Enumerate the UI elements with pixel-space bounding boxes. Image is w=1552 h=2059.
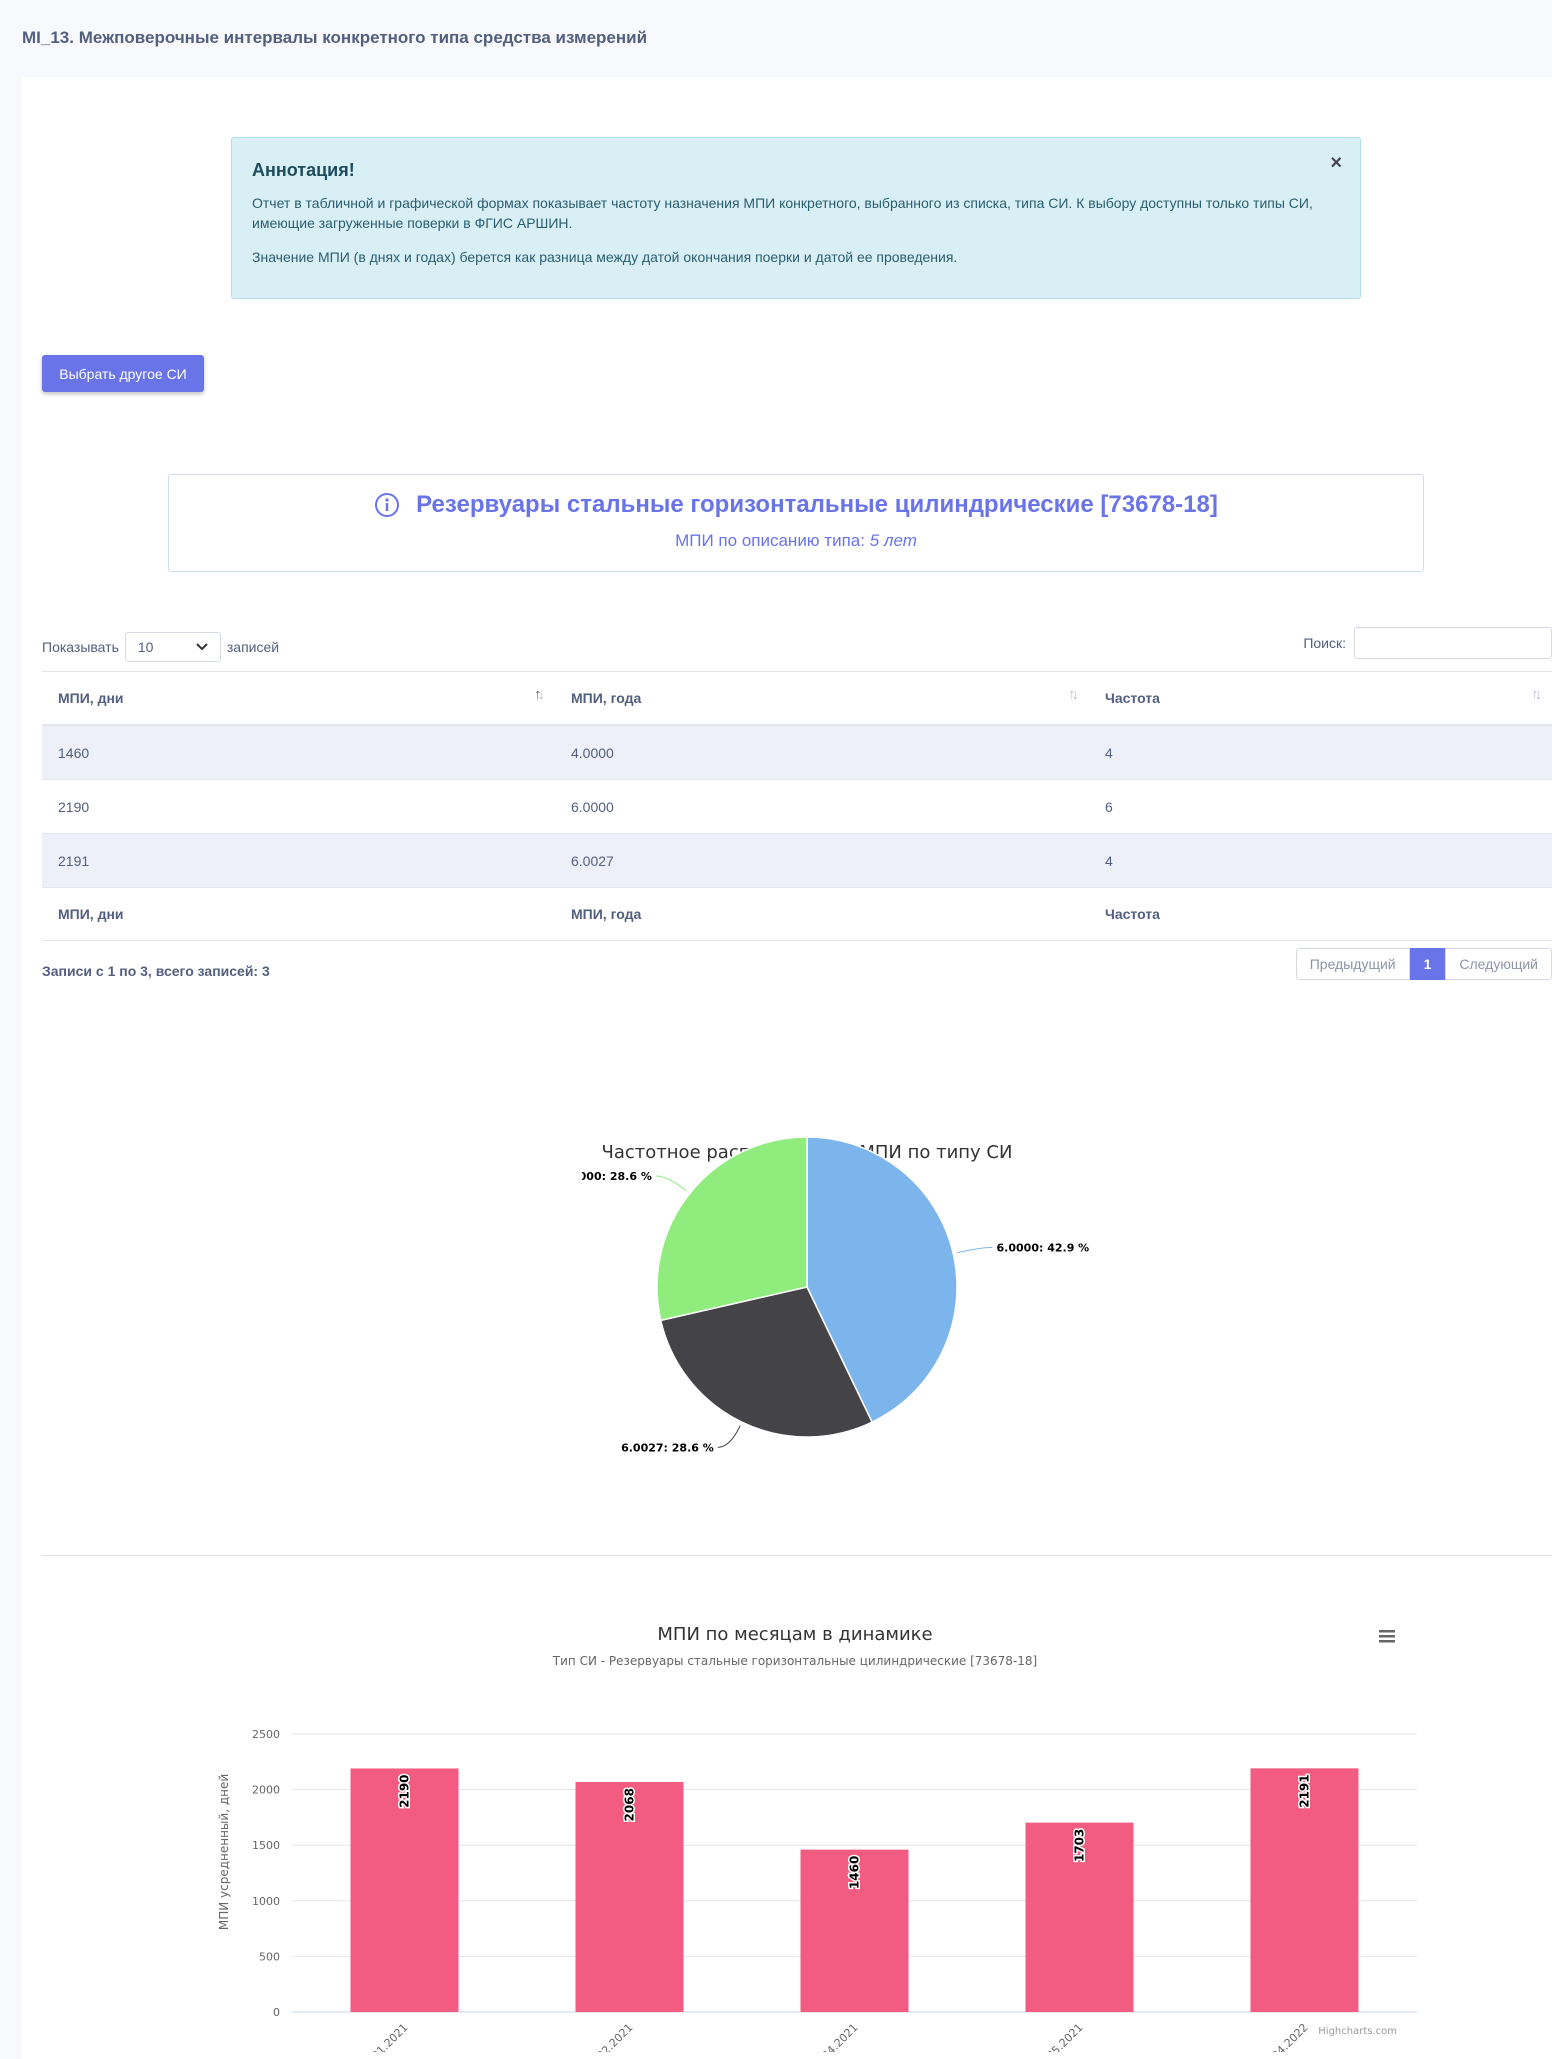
pie-slice[interactable] bbox=[656, 1136, 808, 1322]
instrument-title: Резервуары стальные горизонтальные цилин… bbox=[416, 491, 1218, 518]
y-tick-label: 0 bbox=[273, 2006, 280, 2019]
y-axis-title: МПИ усредненный, дней bbox=[217, 1774, 231, 1930]
cell-frequency: 4 bbox=[1089, 833, 1552, 888]
bar-data-label: 1460 bbox=[848, 1856, 862, 1889]
table-row: 2191 6.0027 4 bbox=[42, 833, 1552, 888]
mpi-value: 5 лет bbox=[869, 531, 917, 550]
y-tick-label: 1000 bbox=[252, 1895, 280, 1908]
bar-data-label: 2068 bbox=[623, 1788, 637, 1821]
cell-mpi-days: 1460 bbox=[42, 725, 555, 780]
annotation-title: Аннотация! bbox=[252, 160, 355, 180]
table-search: Поиск: bbox=[1303, 627, 1552, 659]
report-card: × Аннотация! Отчет в табличной и графиче… bbox=[22, 77, 1552, 2059]
bar[interactable] bbox=[1250, 1768, 1359, 2012]
column-footer-frequency: Частота bbox=[1089, 887, 1552, 941]
bar[interactable] bbox=[575, 1782, 684, 2012]
bar[interactable] bbox=[350, 1768, 459, 2012]
column-footer-mpi-days: МПИ, дни bbox=[42, 887, 555, 941]
bar-chart: МПИ по месяцам в динамике Тип СИ - Резер… bbox=[217, 1624, 1417, 2052]
y-tick-label: 2000 bbox=[252, 1784, 280, 1797]
pie-label-connector bbox=[957, 1246, 993, 1254]
pagination-page-button[interactable]: 1 bbox=[1409, 948, 1446, 980]
mpi-label: МПИ по описанию типа: bbox=[675, 531, 865, 550]
cell-mpi-days: 2191 bbox=[42, 833, 555, 888]
section-divider bbox=[42, 1555, 1552, 1556]
cell-mpi-years: 6.0027 bbox=[555, 833, 1089, 888]
pie-label-connector bbox=[655, 1175, 687, 1192]
column-header-mpi-years[interactable]: МПИ, года ↑↓ bbox=[555, 671, 1089, 726]
bar-chart-subtitle: Тип СИ - Резервуары стальные горизонталь… bbox=[552, 1654, 1037, 1668]
x-tick-label: 02.2021 bbox=[594, 2021, 635, 2052]
page-title: MI_13. Межповерочные интервалы конкретно… bbox=[22, 28, 648, 47]
y-tick-label: 500 bbox=[259, 1950, 280, 1963]
annotation-text-2: Значение МПИ (в днях и годах) берется ка… bbox=[252, 249, 958, 265]
pagination-next-button[interactable]: Следующий bbox=[1445, 948, 1552, 980]
pagination-previous-button[interactable]: Предыдущий bbox=[1295, 948, 1410, 980]
column-header-mpi-days[interactable]: МПИ, дни ↑↓ bbox=[42, 671, 555, 726]
column-footer-mpi-years: МПИ, года bbox=[555, 887, 1089, 941]
bar-data-label: 2191 bbox=[1298, 1774, 1312, 1807]
sort-icon: ↑↓ bbox=[534, 686, 545, 703]
hamburger-menu-icon[interactable] bbox=[1379, 1630, 1395, 1643]
sort-icon: ↑↓ bbox=[1068, 686, 1079, 703]
x-tick-label: 04.2021 bbox=[819, 2021, 860, 2052]
annotation-text: Отчет в табличной и графической формах п… bbox=[252, 195, 1313, 231]
pie-data-label: 6.0000: 42.9 % bbox=[997, 1241, 1090, 1254]
column-header-frequency[interactable]: Частота ↑↓ bbox=[1089, 671, 1552, 726]
chart-credits[interactable]: Highcharts.com bbox=[1318, 2026, 1397, 2037]
sort-icon: ↑↓ bbox=[1531, 686, 1542, 703]
pie-data-label: 6.0027: 28.6 % bbox=[621, 1441, 714, 1454]
cell-frequency: 6 bbox=[1089, 779, 1552, 834]
pie-data-label: 4.0000: 28.6 % bbox=[582, 1170, 652, 1183]
y-tick-label: 2500 bbox=[252, 1728, 280, 1741]
pie-slice[interactable] bbox=[806, 1136, 958, 1424]
chevron-down-icon bbox=[196, 643, 208, 651]
annotation-alert: × Аннотация! Отчет в табличной и графиче… bbox=[231, 137, 1361, 299]
bar-chart-title: МПИ по месяцам в динамике bbox=[657, 1624, 932, 1645]
close-icon[interactable]: × bbox=[1330, 152, 1342, 174]
pie-label-connector bbox=[717, 1425, 741, 1448]
x-tick-label: 05.2021 bbox=[1044, 2021, 1085, 2052]
instrument-info-box: Резервуары стальные горизонтальные цилин… bbox=[168, 474, 1424, 572]
bar[interactable] bbox=[1025, 1822, 1134, 2012]
page-length-value: 10 bbox=[137, 639, 154, 655]
cell-mpi-years: 6.0000 bbox=[555, 779, 1089, 834]
cell-mpi-years: 4.0000 bbox=[555, 725, 1089, 780]
pie-chart: Частотное распределение МПИ по типу СИ 6… bbox=[582, 1136, 1090, 1454]
bar-data-label: 2190 bbox=[398, 1774, 412, 1807]
pagination: Предыдущий 1 Следующий bbox=[1295, 948, 1552, 980]
table-row: 1460 4.0000 4 bbox=[42, 725, 1552, 780]
search-label: Поиск: bbox=[1303, 635, 1346, 651]
mpi-table: МПИ, дни ↑↓ МПИ, года ↑↓ Частота ↑↓ 1460 4.… bbox=[42, 671, 1552, 941]
cell-frequency: 4 bbox=[1089, 725, 1552, 780]
x-tick-label: 04.2022 bbox=[1269, 2021, 1310, 2052]
table-length-control: Показывать 10 записей bbox=[42, 632, 279, 662]
bar[interactable] bbox=[800, 1849, 909, 2012]
y-tick-label: 1500 bbox=[252, 1839, 280, 1852]
cell-mpi-days: 2190 bbox=[42, 779, 555, 834]
table-info: Записи с 1 по 3, всего записей: 3 bbox=[42, 963, 270, 979]
pie-slice[interactable] bbox=[659, 1286, 874, 1438]
x-tick-label: 01.2021 bbox=[369, 2021, 410, 2052]
records-label: записей bbox=[226, 639, 280, 655]
show-label: Показывать bbox=[42, 639, 119, 655]
search-input[interactable] bbox=[1354, 627, 1552, 659]
info-icon bbox=[375, 493, 400, 517]
page-length-select[interactable]: 10 bbox=[124, 632, 221, 662]
table-row: 2190 6.0000 6 bbox=[42, 779, 1552, 834]
bar-data-label: 1703 bbox=[1073, 1829, 1087, 1862]
select-other-instrument-button[interactable]: Выбрать другое СИ bbox=[42, 355, 204, 392]
